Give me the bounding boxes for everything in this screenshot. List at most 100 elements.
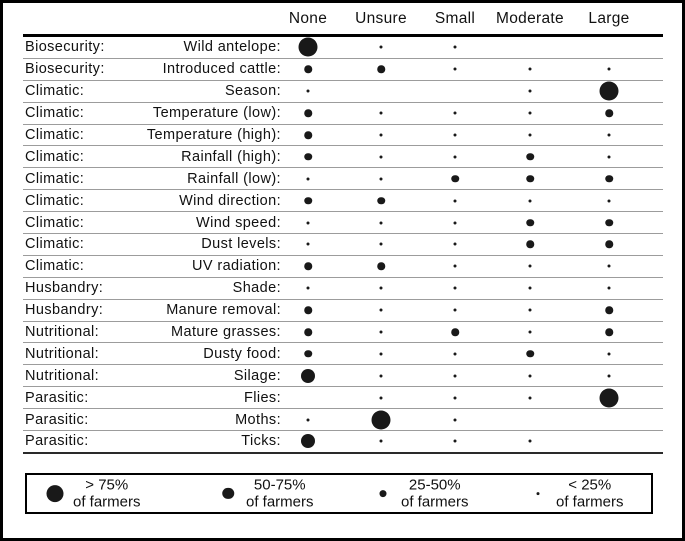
- row-category-label: Nutritional:: [25, 345, 100, 362]
- row-item-label: UV radiation:: [191, 258, 281, 275]
- dot-moderate-<25: [528, 111, 532, 115]
- dot-none-25-50: [304, 65, 312, 74]
- dot-small-<25: [453, 308, 457, 312]
- legend-box: > 75% of farmers 50-75% of farmers 25-50% of …: [25, 473, 653, 514]
- legend-dot-box: [217, 483, 239, 505]
- dot-unsure-<25: [379, 352, 383, 356]
- dot-small-<25: [453, 133, 457, 137]
- legend-label: > 75% of farmers: [73, 476, 141, 511]
- dot-none-<25: [306, 89, 310, 93]
- dot-large-<25: [607, 155, 611, 159]
- dot-unsure->75: [371, 410, 391, 430]
- table-row: Parasitic: Ticks:: [23, 431, 663, 454]
- legend-label: < 25% of farmers: [556, 476, 624, 511]
- dot-moderate-25-50: [526, 175, 534, 183]
- dot-large-<25: [607, 67, 611, 71]
- row-item-label: Dust levels:: [201, 236, 281, 253]
- dot-moderate-<25: [528, 67, 532, 71]
- dot-unsure-25-50: [377, 65, 385, 74]
- dot-unsure-<25: [379, 330, 383, 334]
- table-row: Nutritional: Silage:: [23, 365, 663, 388]
- table-row: Climatic: Temperature (low):: [23, 103, 663, 125]
- row-category-label: Climatic:: [25, 105, 85, 122]
- legend-dot-icon: [46, 485, 64, 502]
- row-item-label: Flies:: [243, 389, 281, 406]
- legend-label-sub: of farmers: [246, 493, 314, 511]
- table-row: Husbandry: Shade:: [23, 278, 663, 300]
- row-category-label: Parasitic:: [25, 433, 89, 450]
- matrix-rows: Biosecurity: Wild antelope: Biosecurity: In…: [23, 37, 663, 454]
- dot-moderate-<25: [528, 374, 532, 378]
- dot-none-<25: [306, 242, 310, 246]
- table-row: Climatic: Wind direction:: [23, 190, 663, 213]
- dot-moderate-<25: [528, 308, 532, 312]
- dot-small-<25: [453, 374, 457, 378]
- dot-small-<25: [453, 155, 457, 159]
- dot-large-25-50: [605, 240, 613, 249]
- legend-label-sub: of farmers: [73, 493, 141, 511]
- dot-unsure-<25: [379, 308, 383, 312]
- table-row: Climatic: Season:: [23, 81, 663, 103]
- dot-none-25-50: [304, 109, 312, 117]
- row-item-label: Season:: [224, 83, 281, 100]
- header-rule: [23, 34, 663, 37]
- dot-unsure-<25: [379, 155, 383, 159]
- dot-large-<25: [607, 199, 611, 203]
- table-row: Climatic: Rainfall (low):: [23, 168, 663, 191]
- dot-small-25-50: [451, 328, 459, 336]
- row-category-label: Climatic:: [25, 258, 85, 275]
- table-row: Climatic: Dust levels:: [23, 234, 663, 256]
- row-category-label: Climatic:: [25, 148, 85, 165]
- dot-moderate-25-50: [526, 240, 534, 249]
- dot-moderate-<25: [528, 439, 532, 443]
- dot-moderate-<25: [528, 396, 532, 400]
- row-item-label: Moths:: [235, 411, 281, 428]
- dot-unsure-<25: [379, 221, 383, 225]
- row-item-label: Mature grasses:: [171, 324, 281, 341]
- dot-none->75: [298, 37, 318, 57]
- row-item-label: Temperature (high):: [146, 127, 281, 143]
- dot-large->75: [599, 388, 619, 408]
- column-header-none: None: [288, 10, 328, 27]
- dot-small-<25: [453, 199, 457, 203]
- row-category-label: Husbandry:: [25, 280, 104, 297]
- dot-none-50-75: [301, 434, 315, 449]
- legend-dot-box: [527, 483, 549, 505]
- dot-small-25-50: [451, 175, 459, 183]
- dot-none-50-75: [301, 368, 315, 383]
- dot-unsure-<25: [379, 133, 383, 137]
- dot-moderate-<25: [528, 133, 532, 137]
- legend-entry: < 25% of farmers: [527, 476, 624, 511]
- legend-label-range: 25-50%: [408, 476, 461, 494]
- legend-entry: 25-50% of farmers: [372, 476, 469, 511]
- table-row: Parasitic: Moths:: [23, 409, 663, 432]
- column-header-moderate: Moderate: [496, 10, 564, 27]
- dot-moderate-<25: [528, 89, 532, 93]
- dot-unsure-<25: [379, 177, 383, 181]
- dot-small-<25: [453, 396, 457, 400]
- table-row: Climatic: Rainfall (high):: [23, 146, 663, 169]
- dot-moderate-<25: [528, 330, 532, 334]
- dot-none-25-50: [304, 196, 312, 205]
- legend-label: 50-75% of farmers: [246, 476, 314, 511]
- legend-entry: 50-75% of farmers: [217, 476, 314, 511]
- legend-label-sub: of farmers: [401, 493, 469, 511]
- table-row: Climatic: Temperature (high):: [23, 125, 663, 147]
- dot-unsure-25-50: [377, 262, 385, 271]
- dot-none-<25: [306, 418, 310, 422]
- table-row: Biosecurity: Introduced cattle:: [23, 59, 663, 81]
- dot-none-25-50: [304, 153, 312, 161]
- dot-unsure-<25: [379, 374, 383, 378]
- dot-small-<25: [453, 418, 457, 422]
- table-row: Climatic: UV radiation:: [23, 256, 663, 278]
- legend-dot-icon: [536, 492, 540, 495]
- dot-small-<25: [453, 439, 457, 443]
- row-item-label: Rainfall (high):: [181, 148, 281, 165]
- dot-small-<25: [453, 242, 457, 246]
- legend-label: 25-50% of farmers: [401, 476, 469, 511]
- column-header-large: Large: [588, 10, 630, 27]
- dot-unsure-25-50: [377, 196, 385, 205]
- row-category-label: Parasitic:: [25, 411, 89, 428]
- dot-small-<25: [453, 221, 457, 225]
